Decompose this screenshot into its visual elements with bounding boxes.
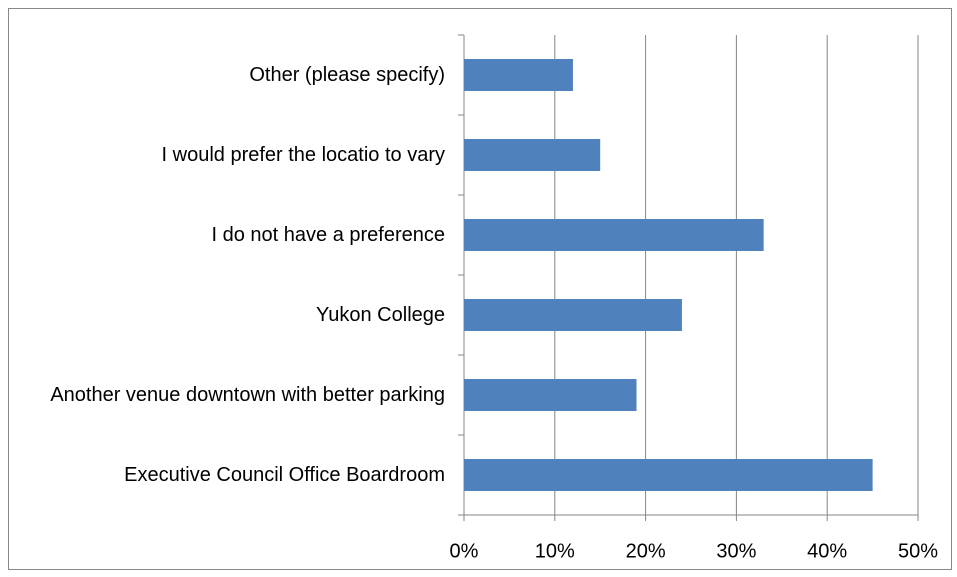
y-tick-label-box: Another venue downtown with better parki… xyxy=(15,382,445,408)
bar xyxy=(464,219,764,251)
x-tick-label: 0% xyxy=(450,540,479,562)
y-tick-label-box: I do not have a preference xyxy=(15,222,446,248)
x-tick-label: 10% xyxy=(535,540,575,562)
x-tick-label: 30% xyxy=(716,540,756,562)
y-tick-label: Another venue downtown with better parki… xyxy=(50,384,445,406)
y-tick-label: Executive Council Office Boardroom xyxy=(124,464,445,486)
y-tick-label: Yukon College xyxy=(316,304,445,326)
bar xyxy=(464,299,682,331)
bar xyxy=(464,139,601,171)
bar xyxy=(464,379,637,411)
y-tick-label: Other (please specify) xyxy=(249,64,445,86)
y-tick-label-box: Other (please specify) xyxy=(15,62,445,88)
x-tick-label: 20% xyxy=(626,540,666,562)
y-tick-label: I do not have a preference xyxy=(211,224,446,246)
y-tick-label-box: Yukon College xyxy=(15,302,445,328)
bar xyxy=(464,459,873,491)
bar xyxy=(464,59,573,91)
y-tick-label-box: I would prefer the locatio to vary xyxy=(15,142,445,168)
x-tick-label: 50% xyxy=(898,540,938,562)
y-tick-label-box: Executive Council Office Boardroom xyxy=(15,462,445,488)
x-tick-label: 40% xyxy=(807,540,847,562)
y-tick-label: I would prefer the locatio to vary xyxy=(161,144,445,166)
